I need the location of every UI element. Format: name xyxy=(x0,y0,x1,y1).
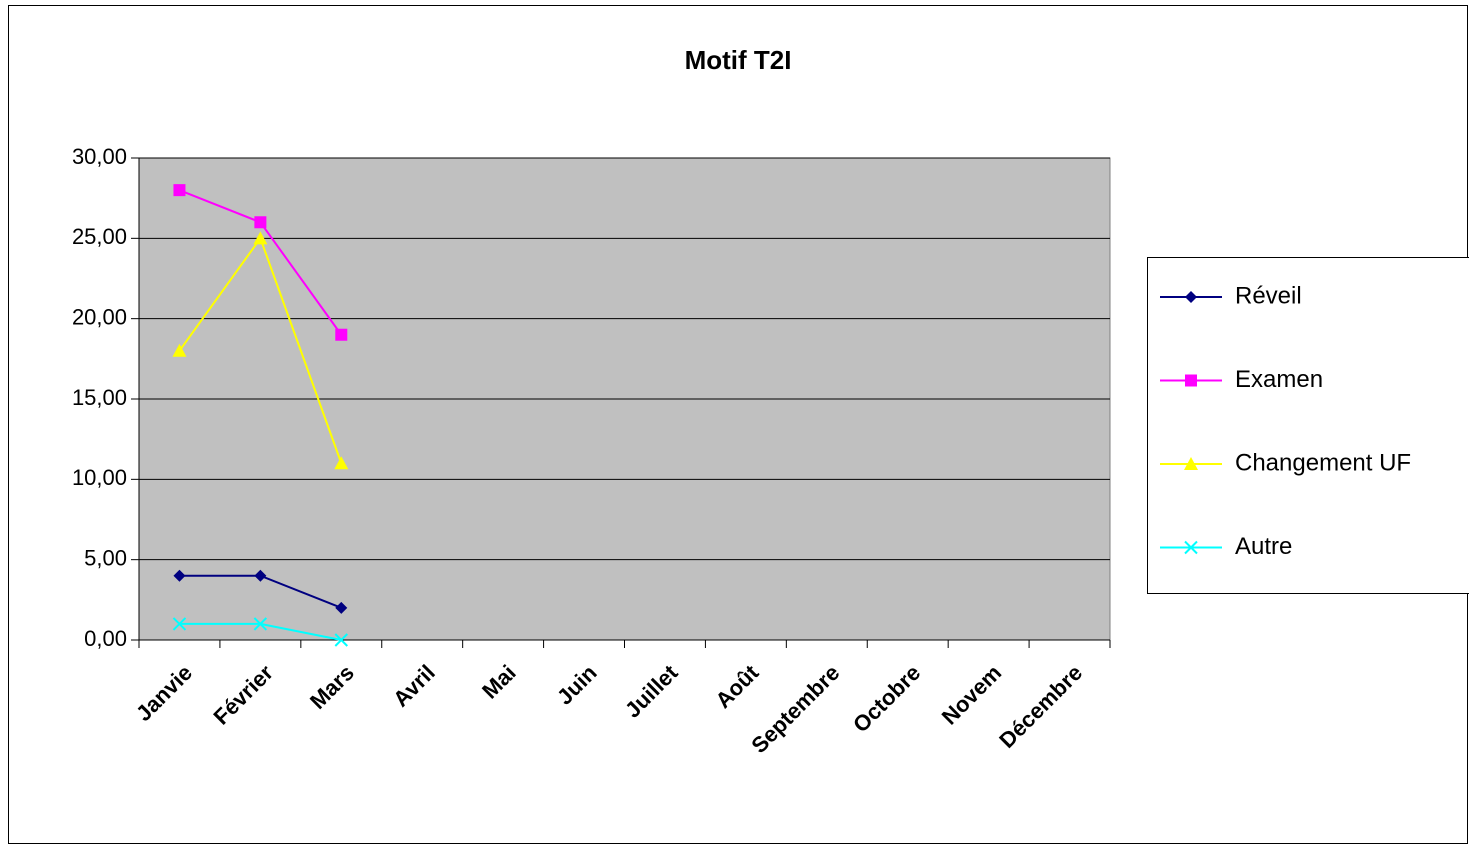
marker xyxy=(172,617,187,631)
legend-label: Changement UF xyxy=(1235,449,1411,476)
marker xyxy=(254,569,267,582)
legend-label: Réveil xyxy=(1235,282,1302,309)
y-tick-label: 15,00 xyxy=(72,385,127,410)
marker xyxy=(335,601,348,614)
y-tick-label: 30,00 xyxy=(72,144,127,169)
marker xyxy=(253,231,268,245)
marker xyxy=(334,633,348,647)
marker xyxy=(173,184,186,197)
y-tick-label: 0,00 xyxy=(84,626,127,651)
y-tick-label: 5,00 xyxy=(84,545,127,570)
marker xyxy=(334,456,349,470)
marker xyxy=(1185,374,1197,387)
y-tick-label: 10,00 xyxy=(72,465,127,490)
legend-box xyxy=(1147,257,1469,594)
marker xyxy=(335,328,348,341)
y-tick-label: 25,00 xyxy=(72,224,127,249)
marker xyxy=(1185,291,1197,303)
y-tick-label: 20,00 xyxy=(72,304,127,329)
legend: Réveil Examen Changement UF Autre xyxy=(1147,257,1469,594)
chart-title: Motif T2I xyxy=(685,45,792,75)
marker xyxy=(253,617,268,631)
legend-label: Autre xyxy=(1235,533,1292,560)
marker xyxy=(172,343,187,357)
legend-label: Examen xyxy=(1235,366,1323,393)
marker xyxy=(254,216,267,229)
marker xyxy=(173,569,186,582)
marker xyxy=(1184,457,1198,470)
marker xyxy=(1184,540,1198,555)
